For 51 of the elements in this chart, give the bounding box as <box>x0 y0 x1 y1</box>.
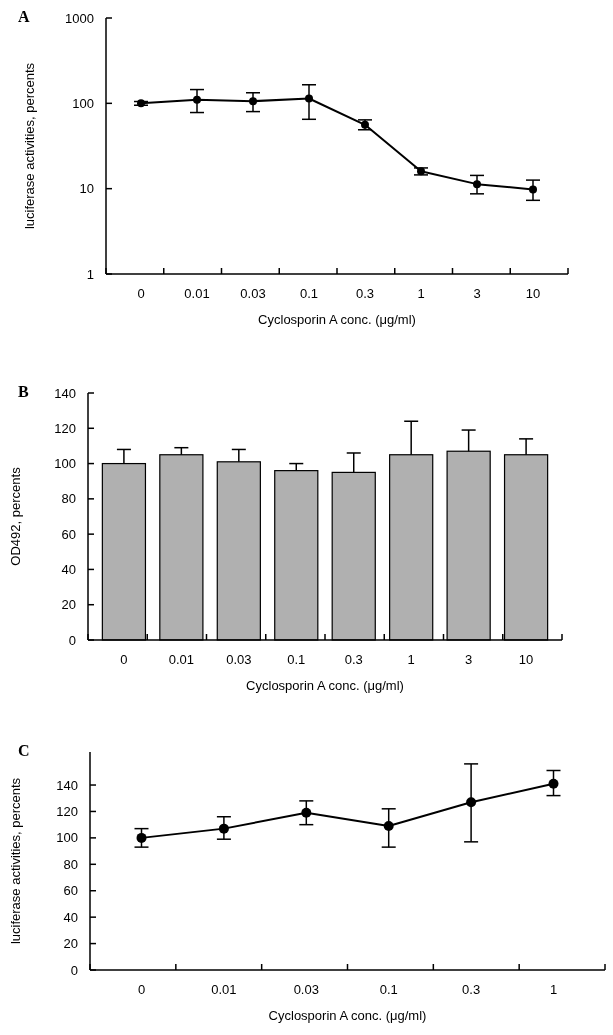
x-tick-label: 0.03 <box>240 286 266 301</box>
chart-title: A <box>18 8 30 25</box>
chart-title: B <box>18 383 29 400</box>
x-tick-label: 0 <box>137 982 146 997</box>
y-tick-label: 10 <box>79 181 94 197</box>
y-tick-label: 1 <box>86 266 94 282</box>
y-tick-label: 1000 <box>65 10 94 26</box>
y-tick-label: 60 <box>61 526 76 542</box>
y-tick-label: 40 <box>61 561 76 577</box>
x-tick-label: 10 <box>518 652 534 667</box>
x-tick-label: 0.1 <box>299 286 319 301</box>
x-tick-label: 0 <box>120 652 128 667</box>
x-tick-label: 3 <box>465 652 473 667</box>
x-tick-label: 1 <box>417 286 425 301</box>
y-tick-label: 100 <box>56 830 78 846</box>
x-tick-label: 0.03 <box>293 982 319 997</box>
x-tick-label: 0 <box>137 286 145 301</box>
y-tick-label: 20 <box>61 597 76 613</box>
y-tick-label: 100 <box>72 95 94 111</box>
x-axis-title: Cyclosporin A conc. (μg/ml) <box>268 1008 427 1023</box>
y-axis-title: luciferase activities, percents <box>22 62 37 230</box>
chart-title: C <box>18 742 30 759</box>
y-axis-title: luciferase activities, percents <box>8 777 23 945</box>
y-tick-label: 140 <box>54 385 76 401</box>
y-tick-label: 80 <box>61 491 76 507</box>
y-tick-label: 100 <box>54 456 76 472</box>
y-tick-label: 20 <box>63 936 78 952</box>
y-tick-label: 140 <box>56 777 78 793</box>
x-tick-label: 0.3 <box>344 652 363 667</box>
x-tick-label: 0.03 <box>226 652 252 667</box>
x-tick-label: 1 <box>407 652 415 667</box>
x-tick-label: 10 <box>525 286 541 301</box>
x-axis-title: Cyclosporin A conc. (μg/ml) <box>258 312 416 327</box>
x-tick-label: 0.1 <box>287 652 306 667</box>
x-tick-label: 3 <box>473 286 481 301</box>
y-tick-label: 120 <box>54 420 76 436</box>
y-tick-label: 40 <box>63 909 78 925</box>
y-tick-label: 0 <box>68 632 76 648</box>
x-tick-label: 0.3 <box>462 982 481 997</box>
y-tick-label: 0 <box>70 962 78 978</box>
x-tick-label: 0.01 <box>211 982 237 997</box>
y-axis-title: OD492, percents <box>8 466 23 566</box>
y-tick-label: 60 <box>63 883 78 899</box>
x-tick-label: 0.3 <box>355 286 375 301</box>
x-axis-title: Cyclosporin A conc. (μg/ml) <box>246 678 404 693</box>
x-tick-label: 0.01 <box>168 652 195 667</box>
x-tick-label: 0.1 <box>379 982 398 997</box>
y-tick-label: 80 <box>63 856 78 872</box>
y-tick-label: 120 <box>56 804 78 819</box>
x-tick-label: 1 <box>549 982 558 997</box>
x-tick-label: 0.01 <box>184 286 210 301</box>
